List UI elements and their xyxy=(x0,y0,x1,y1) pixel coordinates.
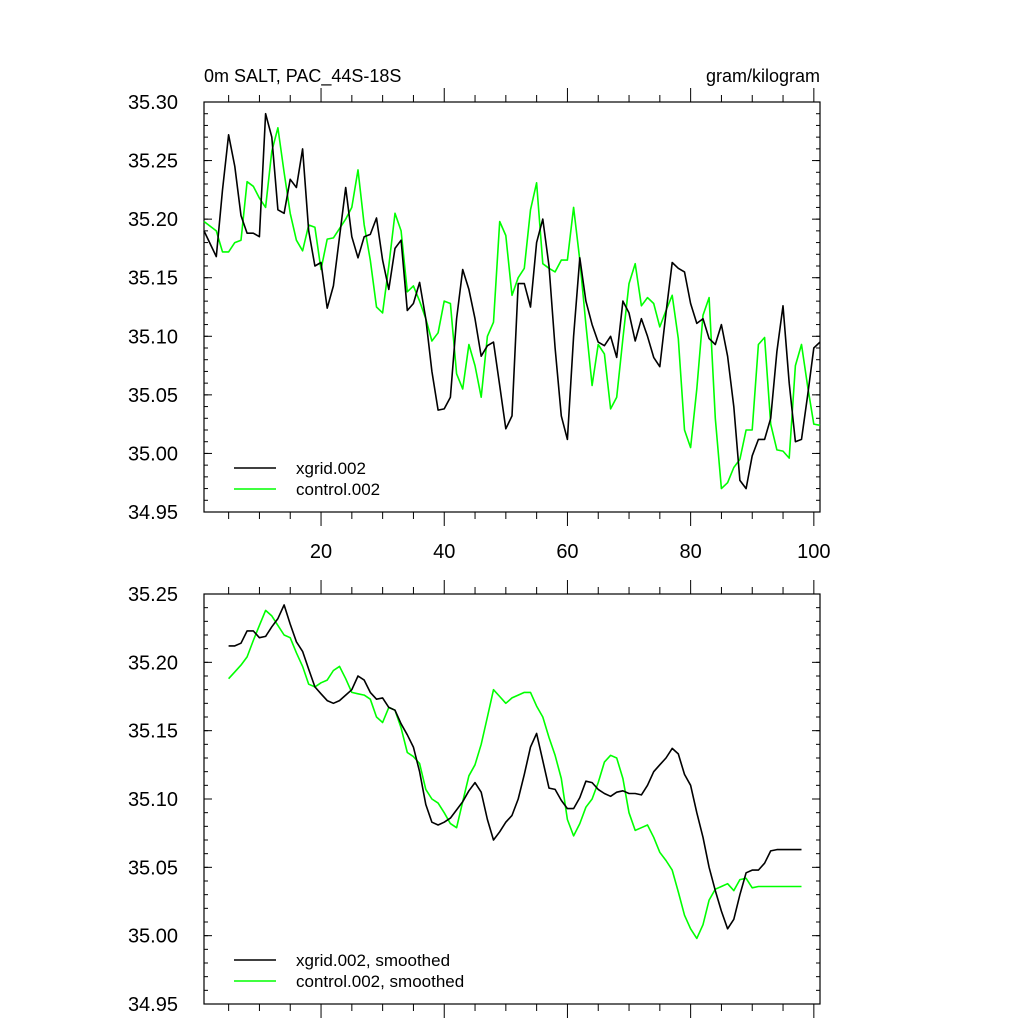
bottom-y-tick-label: 35.25 xyxy=(128,584,178,606)
bottom-y-tick-label: 35.20 xyxy=(128,652,178,674)
top-panel-units: gram/kilogram xyxy=(706,66,820,86)
top-ticks xyxy=(204,88,820,526)
bottom-ticks xyxy=(204,580,820,1018)
bottom-series xyxy=(228,604,802,940)
top-series-line-control-002 xyxy=(203,127,821,490)
bottom-legend-label: xgrid.002, smoothed xyxy=(296,951,450,970)
top-x-tick-labels: 20 40 60 80 100 xyxy=(310,541,831,563)
top-y-tick-label: 35.05 xyxy=(128,385,178,407)
top-y-tick-label: 35.20 xyxy=(128,209,178,231)
top-series-line-xgrid-002 xyxy=(203,112,821,490)
top-y-tick-label: 35.15 xyxy=(128,268,178,290)
top-y-tick-label: 35.25 xyxy=(128,151,178,173)
top-y-tick-label: 34.95 xyxy=(128,502,178,524)
top-y-tick-label: 35.10 xyxy=(128,326,178,348)
bottom-y-tick-label: 35.00 xyxy=(128,926,178,948)
top-legend: xgrid.002 control.002 xyxy=(234,459,380,499)
top-legend-label: control.002 xyxy=(296,480,380,499)
bottom-y-tick-label: 35.10 xyxy=(128,789,178,811)
top-x-tick-label: 60 xyxy=(556,541,578,563)
top-x-tick-label: 40 xyxy=(433,541,455,563)
bottom-legend-label: control.002, smoothed xyxy=(296,972,464,991)
bottom-series-line-xgrid-002-smoothed xyxy=(228,604,802,930)
bottom-y-tick-labels: 34.95 35.00 35.05 35.10 35.15 35.20 35.25 xyxy=(128,584,178,1016)
top-series xyxy=(203,112,821,490)
bottom-series-line-control-002-smoothed xyxy=(228,609,802,940)
top-panel-title: 0m SALT, PAC_44S-18S xyxy=(204,66,401,87)
bottom-panel: 34.95 35.00 35.05 35.10 35.15 35.20 35.25 xgri… xyxy=(128,580,821,1018)
bottom-y-tick-label: 35.15 xyxy=(128,721,178,743)
top-x-tick-label: 80 xyxy=(680,541,702,563)
top-panel: 0m SALT, PAC_44S-18S gram/kilogram 34.95… xyxy=(128,66,831,563)
top-y-tick-label: 35.00 xyxy=(128,443,178,465)
top-legend-label: xgrid.002 xyxy=(296,459,366,478)
bottom-plot-frame xyxy=(203,593,821,1005)
top-plot-frame xyxy=(203,101,821,513)
bottom-legend: xgrid.002, smoothed control.002, smoothed xyxy=(234,951,464,991)
top-x-tick-label: 20 xyxy=(310,541,332,563)
top-y-tick-labels: 34.95 35.00 35.05 35.10 35.15 35.20 35.25 35.30 xyxy=(128,92,178,524)
top-x-tick-label: 100 xyxy=(797,541,830,563)
bottom-y-tick-label: 34.95 xyxy=(128,994,178,1016)
top-y-tick-label: 35.30 xyxy=(128,92,178,114)
bottom-y-tick-label: 35.05 xyxy=(128,857,178,879)
